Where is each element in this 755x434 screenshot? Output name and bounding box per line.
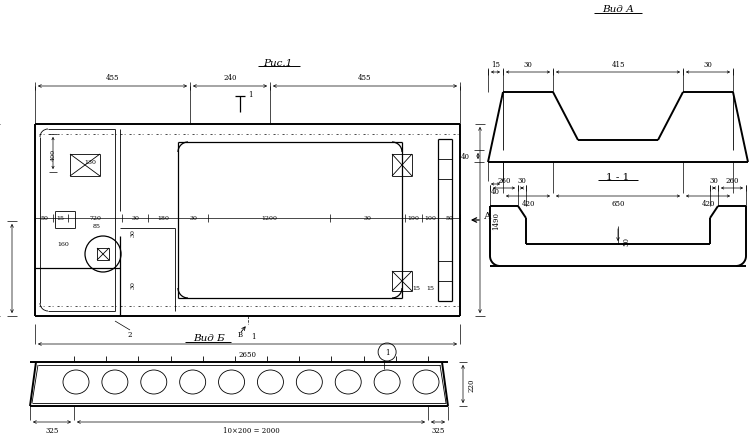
Text: 1200: 1200 — [261, 216, 277, 221]
Text: 455: 455 — [105, 74, 119, 82]
Text: 2: 2 — [128, 330, 132, 338]
Text: Рис.1: Рис.1 — [263, 58, 292, 67]
Text: 325: 325 — [45, 426, 59, 434]
Text: 85: 85 — [93, 224, 101, 229]
Text: 30: 30 — [363, 216, 371, 221]
Text: 650: 650 — [612, 200, 624, 207]
Text: 50: 50 — [622, 237, 630, 246]
Text: 220: 220 — [468, 378, 476, 391]
Text: 50: 50 — [40, 216, 48, 221]
Text: 720: 720 — [89, 216, 101, 221]
Text: 15: 15 — [491, 61, 500, 69]
Text: 1 - 1: 1 - 1 — [606, 172, 630, 181]
Text: 420: 420 — [521, 200, 535, 207]
Text: 50: 50 — [445, 216, 453, 221]
Text: 40: 40 — [461, 153, 470, 161]
Text: 260: 260 — [498, 177, 510, 184]
Text: 30: 30 — [710, 177, 719, 184]
Text: 15: 15 — [57, 216, 64, 221]
Text: 325: 325 — [431, 426, 445, 434]
Text: 40: 40 — [491, 187, 500, 196]
Text: А: А — [484, 212, 492, 221]
Text: 15: 15 — [412, 286, 420, 291]
Text: 160: 160 — [57, 242, 69, 247]
Text: 190: 190 — [408, 216, 420, 221]
Text: 415: 415 — [612, 61, 624, 69]
Text: 15: 15 — [426, 286, 434, 291]
Text: 100: 100 — [424, 216, 436, 221]
Text: 455: 455 — [359, 74, 371, 82]
Text: 30: 30 — [523, 61, 532, 69]
Text: 2650: 2650 — [239, 350, 257, 358]
Text: 500: 500 — [0, 262, 1, 276]
Text: 420: 420 — [701, 200, 715, 207]
Text: В: В — [238, 330, 242, 338]
Text: 1: 1 — [385, 348, 390, 356]
Text: 400: 400 — [51, 148, 56, 161]
Text: 10×200 = 2000: 10×200 = 2000 — [223, 426, 279, 434]
Bar — [97, 248, 109, 260]
Text: 30: 30 — [131, 216, 139, 221]
Text: 30: 30 — [518, 177, 526, 184]
Text: Вид Б: Вид Б — [193, 334, 225, 343]
Text: 30: 30 — [704, 61, 713, 69]
Text: 30: 30 — [131, 280, 135, 288]
Text: Вид А: Вид А — [602, 6, 634, 14]
Text: 130: 130 — [84, 160, 96, 165]
Text: 30: 30 — [131, 228, 135, 237]
Text: 180: 180 — [157, 216, 169, 221]
Text: 1: 1 — [248, 91, 252, 99]
Text: 240: 240 — [223, 74, 237, 82]
Text: 1: 1 — [251, 332, 256, 340]
Text: 1490: 1490 — [492, 211, 500, 230]
Text: 260: 260 — [726, 177, 738, 184]
Text: 30: 30 — [189, 216, 197, 221]
